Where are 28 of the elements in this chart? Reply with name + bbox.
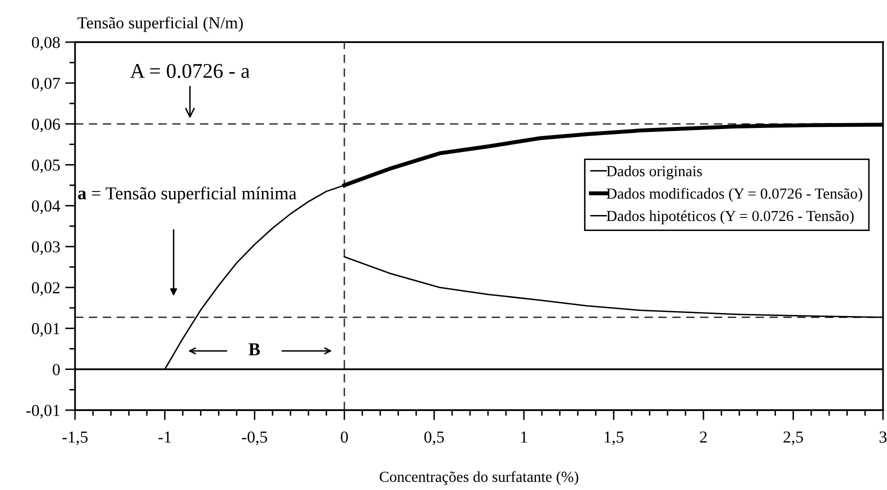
legend-label: Dados modificados (Y = 0.0726 - Tensão) [606,188,862,202]
y-tick-label: -0,01 [26,404,60,418]
x-tick-label: 1 [521,432,528,443]
annotation: A = 0.0726 - a [130,64,250,78]
y-tick-label: 0,06 [32,118,60,132]
x-tick-label: -1 [158,432,171,443]
y-tick-label: 0,01 [32,323,60,337]
y-tick-label: 0,04 [32,200,60,214]
legend-label: Dados originais [606,166,702,180]
x-tick-label: 2 [700,431,707,443]
legend-label: Dados hipotéticos (Y = 0.0726 - Tensão) [606,210,854,224]
y-tick-label: 0,03 [32,241,60,255]
x-tick-label: 1,5 [604,432,624,446]
x-tick-label: 2,5 [784,431,803,446]
y-tick-label: 0 [52,364,60,376]
y-tick-label: 0,05 [32,160,60,174]
x-tick-label: -1,5 [62,432,88,446]
y-tick-label: 0,02 [32,282,60,296]
x-tick-label: 3 [880,431,887,443]
x-axis-title: Concentrações do surfatante (%) [380,471,578,486]
x-tick-label: 0,5 [424,431,444,446]
x-tick-label: -0,5 [242,431,268,446]
annotation: a = Tensão superficial mínima [78,186,296,204]
y-axis-title: Tensão superficial (N/m) [77,16,243,32]
y-tick-label: 0,07 [32,78,60,92]
y-tick-label: 0,08 [32,36,60,50]
x-tick-label: 0 [340,431,348,443]
annotation: B [248,343,260,356]
